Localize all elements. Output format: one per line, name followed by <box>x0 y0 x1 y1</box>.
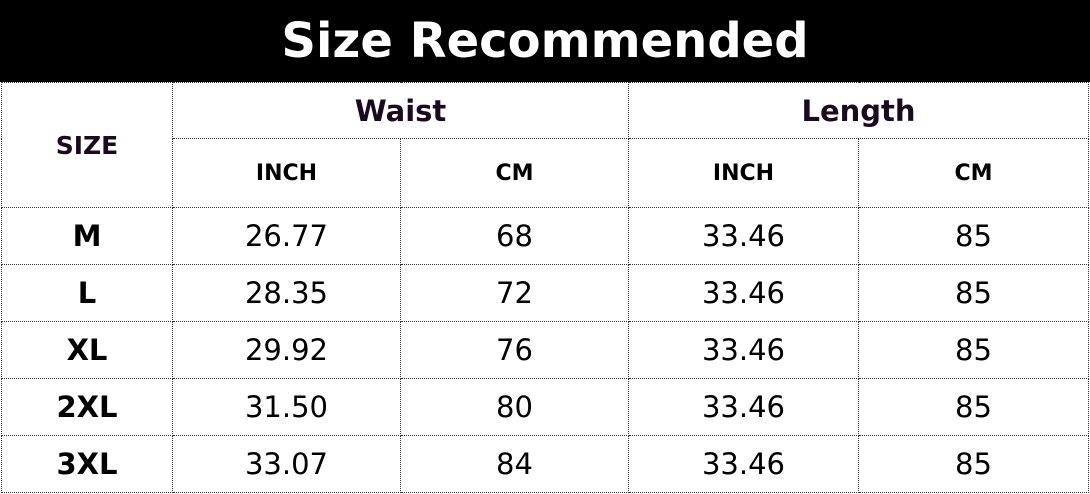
length-inch-cell: 33.46 <box>628 435 859 493</box>
table-row: L 28.35 72 33.46 85 <box>1 264 1089 322</box>
waist-cm-cell: 72 <box>400 264 629 322</box>
size-table: SIZE Waist Length INCH CM INCH CM M 26.77… <box>1 82 1089 493</box>
length-cm-cell: 85 <box>858 321 1089 379</box>
length-inch-cell: 33.46 <box>628 321 859 379</box>
waist-inch-cell: 33.07 <box>172 435 401 493</box>
length-header: Length <box>628 82 1089 139</box>
size-cell: L <box>1 264 173 322</box>
unit-header: CM <box>400 138 629 208</box>
unit-header: CM <box>858 138 1089 208</box>
length-cm-cell: 85 <box>858 207 1089 265</box>
length-cm-cell: 85 <box>858 264 1089 322</box>
waist-inch-cell: 29.92 <box>172 321 401 379</box>
size-cell: XL <box>1 321 173 379</box>
size-header: SIZE <box>1 82 173 208</box>
table-row: 2XL 31.50 80 33.46 85 <box>1 378 1089 436</box>
waist-inch-cell: 26.77 <box>172 207 401 265</box>
length-cm-cell: 85 <box>858 435 1089 493</box>
page-title: Size Recommended <box>0 0 1090 82</box>
waist-cm-cell: 68 <box>400 207 629 265</box>
unit-header: INCH <box>628 138 859 208</box>
table-row: 3XL 33.07 84 33.46 85 <box>1 435 1089 493</box>
waist-inch-cell: 28.35 <box>172 264 401 322</box>
table-row: M 26.77 68 33.46 85 <box>1 207 1089 265</box>
waist-cm-cell: 76 <box>400 321 629 379</box>
length-cm-cell: 85 <box>858 378 1089 436</box>
unit-header: INCH <box>172 138 401 208</box>
size-cell: M <box>1 207 173 265</box>
waist-header: Waist <box>172 82 629 139</box>
size-cell: 3XL <box>1 435 173 493</box>
waist-inch-cell: 31.50 <box>172 378 401 436</box>
length-inch-cell: 33.46 <box>628 378 859 436</box>
waist-cm-cell: 84 <box>400 435 629 493</box>
length-inch-cell: 33.46 <box>628 264 859 322</box>
size-cell: 2XL <box>1 378 173 436</box>
waist-cm-cell: 80 <box>400 378 629 436</box>
table-row: XL 29.92 76 33.46 85 <box>1 321 1089 379</box>
length-inch-cell: 33.46 <box>628 207 859 265</box>
